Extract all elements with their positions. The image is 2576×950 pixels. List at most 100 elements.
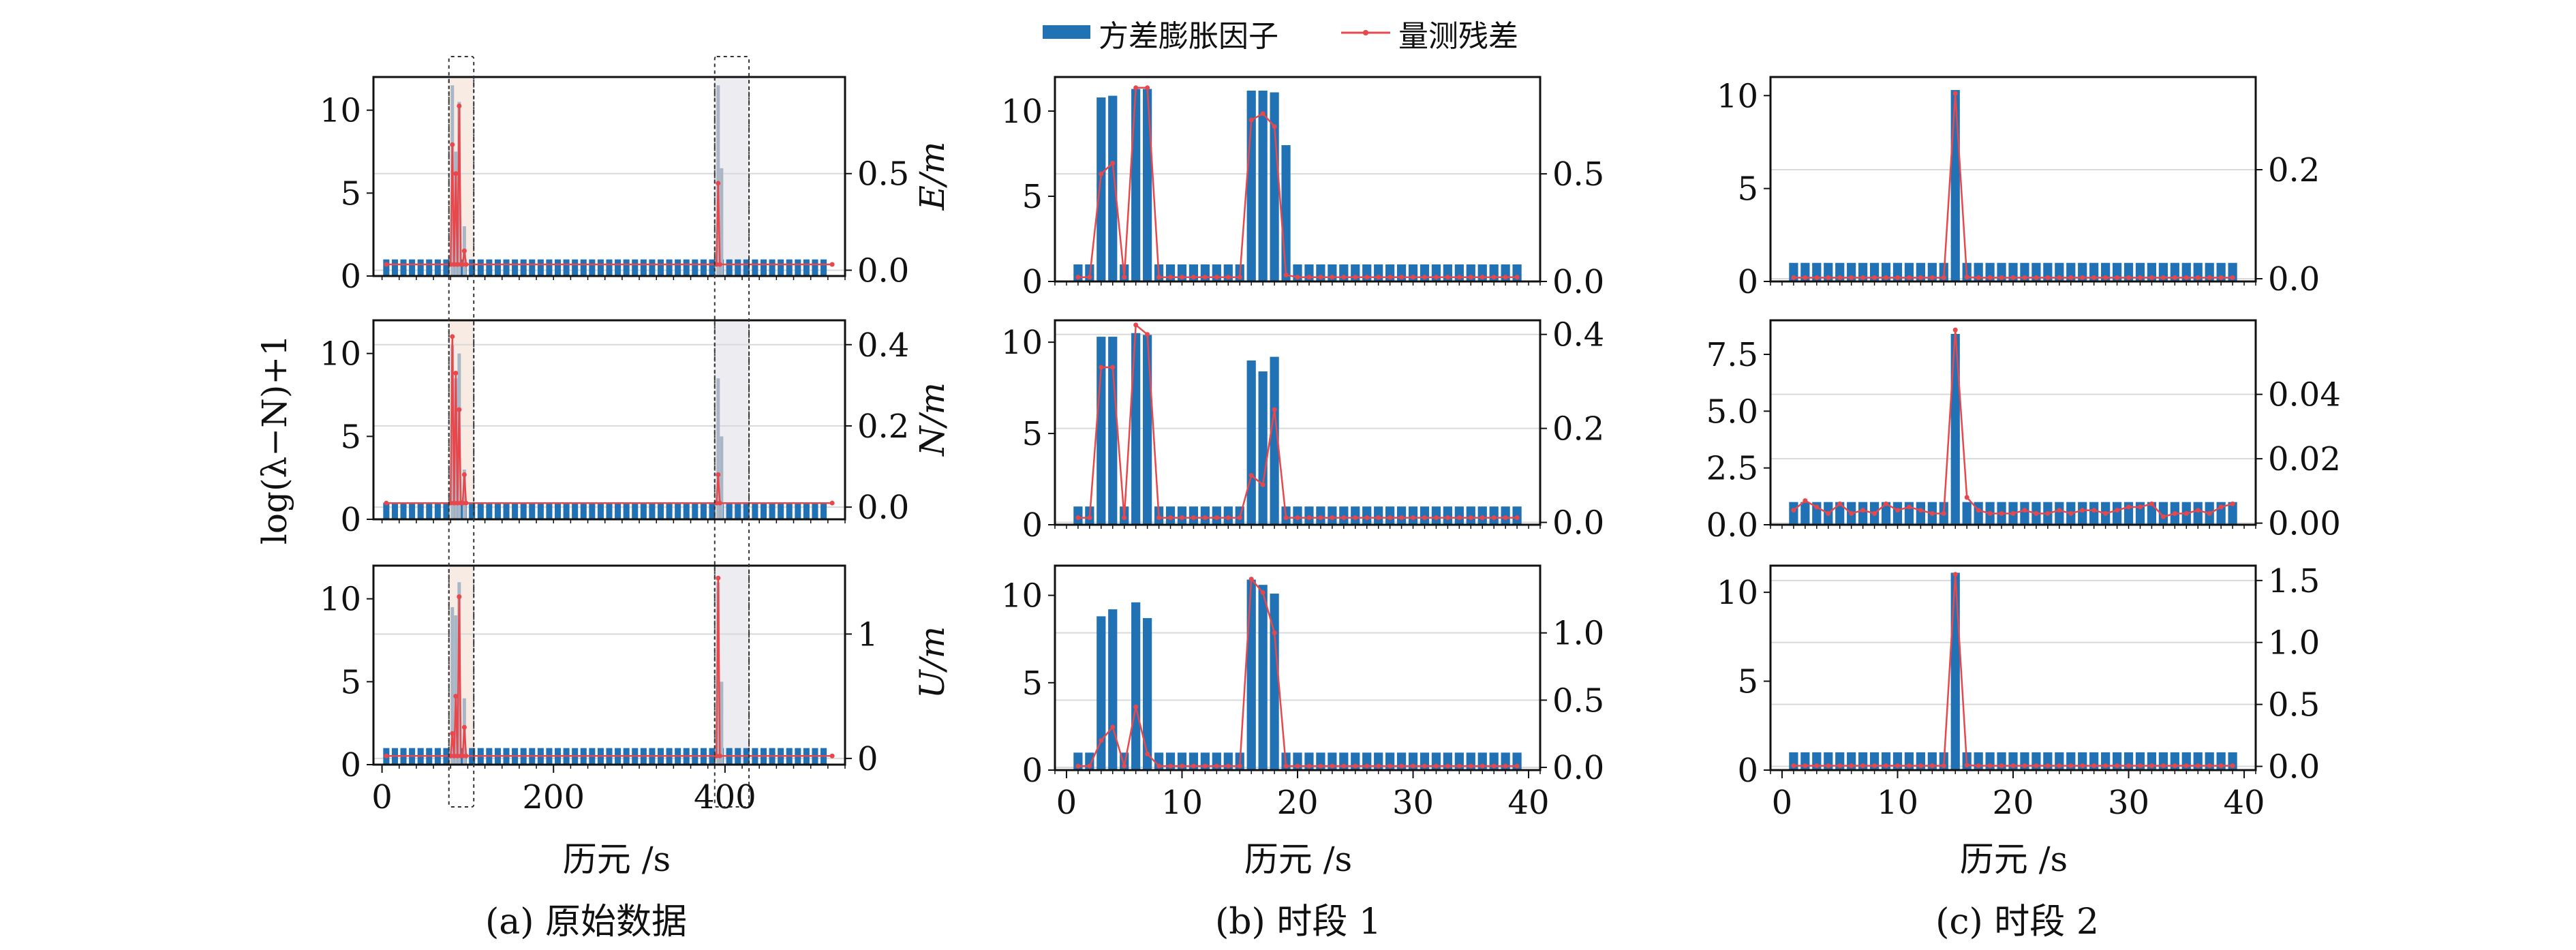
vif-bar xyxy=(606,502,613,519)
residual-point xyxy=(1433,763,1439,769)
x-tick-label: 0 xyxy=(1056,784,1077,822)
residual-point xyxy=(1306,763,1312,769)
residual-line xyxy=(1793,330,2233,518)
vif-bar xyxy=(454,615,458,765)
vif-bar xyxy=(426,502,433,519)
left-y-axis-label: log(λ−N)+1 xyxy=(255,335,294,545)
vif-bar xyxy=(434,259,441,276)
vif-bar xyxy=(720,681,724,765)
left-tick-label: 0.0 xyxy=(1706,506,1758,545)
residual-point xyxy=(1133,85,1139,91)
vif-bar xyxy=(1131,333,1141,525)
residual-point xyxy=(1122,275,1127,280)
vif-bar xyxy=(462,470,466,519)
panel-frame xyxy=(1769,76,2257,283)
x-axis-label-a: 历元 /s xyxy=(563,840,671,879)
residual-point xyxy=(1918,763,1923,769)
vif-bar xyxy=(700,259,707,276)
residual-point xyxy=(384,262,389,267)
residual-point xyxy=(1214,515,1219,521)
vif-bar xyxy=(1246,579,1256,770)
residual-point xyxy=(463,262,469,267)
right-tick-label: 1.5 xyxy=(2268,562,2320,600)
vif-bar xyxy=(443,259,450,276)
residual-point xyxy=(2115,508,2120,513)
residual-point xyxy=(1318,515,1323,521)
residual-point xyxy=(1422,763,1427,769)
vif-bar xyxy=(666,259,673,276)
vif-bar xyxy=(409,502,416,519)
residual-point xyxy=(2230,275,2235,280)
residual-point xyxy=(2207,275,2212,280)
residual-point xyxy=(457,407,462,412)
vif-bar xyxy=(2112,502,2122,525)
residual-point xyxy=(1514,763,1520,769)
residual-point xyxy=(1445,275,1450,280)
right-tick-label: 0.4 xyxy=(857,326,909,365)
residual-point xyxy=(1122,763,1127,769)
x-axis-label-b: 历元 /s xyxy=(1244,840,1352,879)
residual-point xyxy=(1479,515,1485,521)
residual-point xyxy=(1952,327,1958,333)
vif-bar xyxy=(812,259,818,276)
vif-bar xyxy=(597,259,604,276)
vif-bar xyxy=(1881,502,1891,525)
vif-bar xyxy=(2020,502,2029,525)
residual-point xyxy=(1491,275,1497,280)
vif-bar xyxy=(2078,502,2087,525)
panel-frame xyxy=(1054,564,1542,771)
residual-point xyxy=(1341,275,1347,280)
vif-bar xyxy=(554,502,562,519)
left-tick-label: 10 xyxy=(1717,574,1758,612)
vif-bar xyxy=(469,502,476,519)
vif-bar xyxy=(1097,616,1106,770)
residual-point xyxy=(1099,738,1104,744)
residual-point xyxy=(1168,515,1174,521)
residual-point xyxy=(1895,763,1900,769)
residual-point xyxy=(2010,763,2016,769)
residual-point xyxy=(1110,724,1116,730)
residual-point xyxy=(1826,275,1831,280)
residual-point xyxy=(1156,515,1162,521)
vif-bar xyxy=(786,502,793,519)
left-tick-label: 5 xyxy=(1022,178,1043,216)
vif-bar xyxy=(1108,609,1118,770)
residual-point xyxy=(2172,763,2177,769)
right-tick-label: 0.0 xyxy=(1552,749,1604,787)
vif-bar xyxy=(795,259,801,276)
x-tick-label: 40 xyxy=(1508,784,1550,822)
residual-line xyxy=(386,336,833,504)
vif-bar xyxy=(1974,502,1983,525)
residual-point xyxy=(1202,515,1208,521)
vif-bar xyxy=(563,259,570,276)
vif-bar xyxy=(1097,97,1106,281)
left-tick-label: 10 xyxy=(1717,77,1758,115)
left-tick-label: 5 xyxy=(340,663,361,701)
x-tick-label: 200 xyxy=(522,778,585,816)
vif-bar xyxy=(2228,502,2237,525)
vif-bar xyxy=(572,502,579,519)
vif-bar xyxy=(743,259,750,276)
panel-plot-area xyxy=(373,320,845,519)
residual-point xyxy=(1906,763,1912,769)
right-tick-label: 0.0 xyxy=(1552,504,1604,542)
vif-bar xyxy=(537,259,544,276)
residual-point xyxy=(2126,504,2132,510)
vif-bar xyxy=(778,259,784,276)
residual-point xyxy=(1306,515,1312,521)
vif-bar xyxy=(769,502,776,519)
residual-point xyxy=(2057,763,2062,769)
residual-point xyxy=(1122,515,1127,521)
residual-point xyxy=(1860,508,1866,513)
residual-point xyxy=(2137,763,2143,769)
vif-bar xyxy=(503,502,510,519)
left-tick-label: 5 xyxy=(1737,663,1758,701)
vif-bar xyxy=(735,502,741,519)
residual-point xyxy=(1479,275,1485,280)
vif-bar xyxy=(400,502,407,519)
residual-point xyxy=(2149,275,2154,280)
left-tick-label: 5 xyxy=(340,418,361,456)
panel-c-N: 0.0 2.5 5.0 7.5 0.00 0.02 0.04 xyxy=(1706,319,2341,545)
vif-bar xyxy=(426,259,433,276)
residual-point xyxy=(1353,763,1358,769)
